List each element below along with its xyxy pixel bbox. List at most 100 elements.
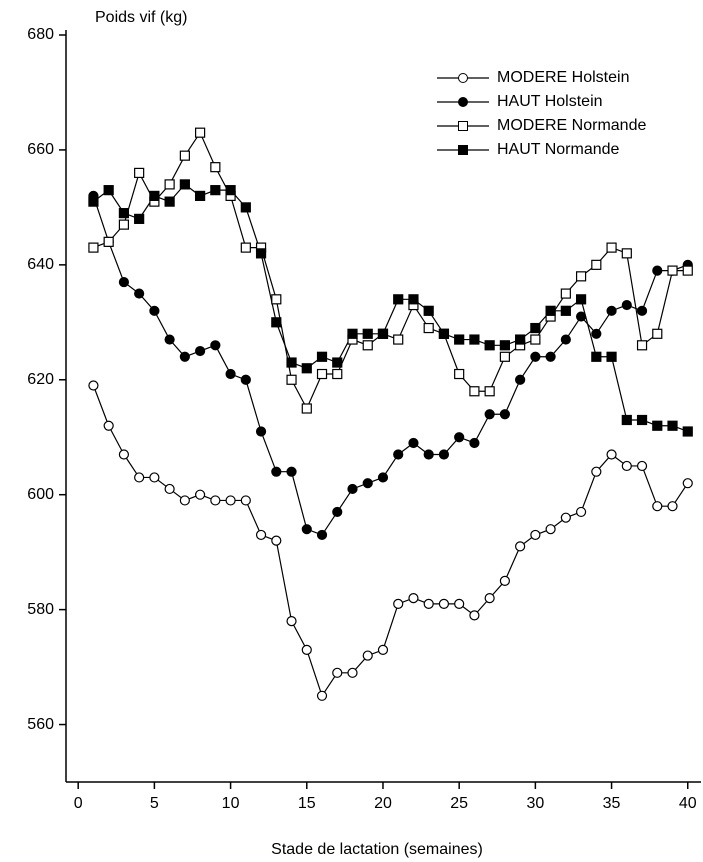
marker: [195, 190, 206, 201]
marker: [545, 351, 556, 362]
marker: [438, 449, 450, 460]
marker: [332, 667, 343, 678]
marker: [316, 368, 328, 380]
marker: [393, 294, 404, 305]
marker: [240, 495, 251, 506]
marker: [316, 690, 328, 701]
y-tick-label: 640: [27, 256, 54, 273]
marker: [179, 495, 190, 506]
marker: [118, 208, 130, 219]
marker: [636, 460, 648, 472]
marker: [575, 271, 587, 282]
legend-label: HAUT Normande: [497, 141, 620, 158]
marker: [210, 340, 221, 351]
marker: [575, 294, 587, 305]
marker: [149, 305, 160, 316]
marker: [560, 305, 571, 316]
x-tick-label: 25: [450, 795, 468, 812]
marker: [164, 179, 175, 190]
marker: [667, 420, 678, 431]
y-tick-label: 580: [27, 601, 54, 618]
x-tick-label: 30: [526, 795, 544, 812]
marker: [560, 512, 571, 523]
marker: [347, 328, 358, 339]
marker: [621, 460, 632, 472]
marker: [88, 242, 99, 253]
marker: [499, 340, 510, 351]
marker: [377, 644, 389, 655]
marker: [88, 380, 99, 391]
marker: [423, 449, 434, 460]
marker: [118, 219, 130, 230]
marker: [499, 575, 510, 586]
marker: [179, 351, 190, 362]
marker: [240, 242, 251, 253]
marker: [545, 305, 556, 316]
y-tick-label: 660: [27, 141, 54, 158]
marker: [591, 351, 602, 362]
marker: [301, 644, 312, 655]
marker: [195, 127, 206, 138]
marker: [499, 409, 510, 420]
marker: [347, 667, 358, 678]
y-tick-label: 560: [27, 716, 54, 733]
marker: [149, 190, 160, 201]
marker: [682, 426, 693, 437]
marker: [469, 437, 480, 449]
marker: [621, 414, 632, 426]
marker: [484, 340, 495, 351]
marker: [240, 374, 251, 385]
marker: [225, 368, 236, 380]
marker: [195, 489, 206, 500]
marker: [301, 403, 312, 414]
marker: [393, 598, 404, 609]
marker: [255, 426, 267, 437]
marker: [515, 374, 526, 385]
series-line: [92, 195, 688, 536]
marker: [149, 472, 160, 483]
marker: [332, 506, 343, 518]
marker: [469, 334, 480, 345]
marker: [301, 524, 312, 535]
marker: [271, 317, 282, 328]
marker: [271, 294, 282, 305]
x-axis-label: Stade de lactation (semaines): [271, 841, 483, 858]
marker: [484, 593, 495, 604]
legend-marker: [458, 97, 468, 107]
marker: [454, 598, 465, 609]
marker: [545, 524, 556, 535]
marker: [606, 351, 617, 362]
x-tick-label: 35: [603, 795, 621, 812]
marker: [225, 185, 236, 196]
marker: [484, 386, 495, 397]
series-line: [92, 385, 689, 698]
marker: [575, 311, 587, 322]
marker: [606, 242, 617, 253]
marker: [682, 478, 693, 489]
marker: [316, 529, 328, 541]
marker: [454, 334, 465, 345]
marker: [240, 202, 251, 213]
series-line: [93, 131, 688, 410]
marker: [210, 495, 221, 506]
marker: [134, 167, 145, 179]
marker: [347, 483, 358, 495]
marker: [636, 340, 648, 351]
marker: [652, 265, 663, 276]
marker: [606, 305, 617, 316]
marker: [423, 322, 434, 334]
marker: [591, 328, 602, 339]
marker: [530, 334, 541, 345]
legend-label: MODERE Normande: [497, 117, 646, 134]
x-tick-label: 20: [374, 795, 392, 812]
marker: [210, 162, 221, 173]
marker: [423, 305, 434, 316]
marker: [286, 374, 297, 385]
series-line: [93, 183, 688, 433]
marker: [134, 213, 145, 224]
marker: [179, 150, 190, 161]
marker: [134, 472, 145, 483]
marker: [377, 472, 389, 483]
marker: [515, 334, 526, 345]
